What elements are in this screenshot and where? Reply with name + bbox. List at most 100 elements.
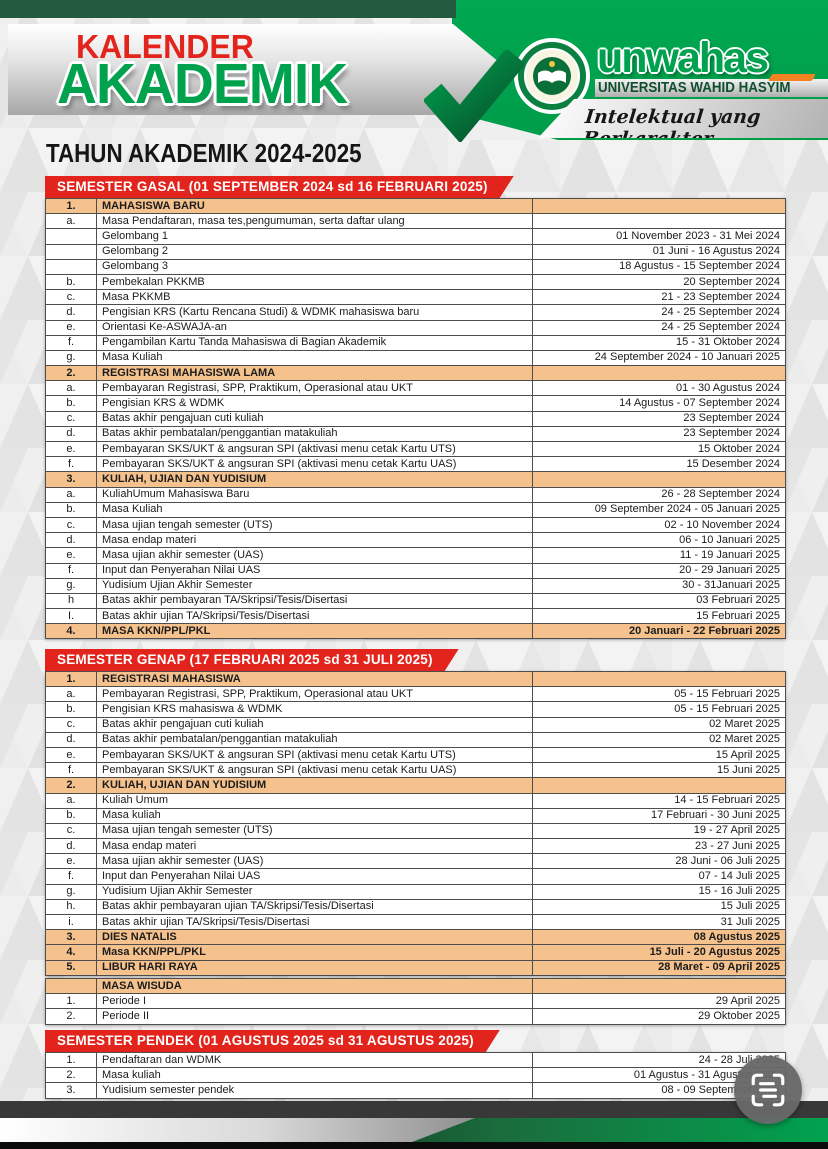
semester-pendek-banner: SEMESTER PENDEK (01 AGUSTUS 2025 sd 31 A… [45,1030,500,1052]
table-row: c. Masa ujian tengah semester (UTS) 19 - 2… [45,822,786,840]
row-label: Masa endap materi [96,532,533,549]
table-row: b. Masa kuliah 17 Februari - 30 Juni 2025 [45,807,786,824]
checkmark-icon [424,50,524,142]
row-date: 15 April 2025 [532,746,786,764]
header-dark-strip [0,0,456,18]
row-label: Batas akhir pembayaran TA/Skripsi/Tesis/… [96,592,533,610]
row-date: 15 Juli 2025 [532,898,786,916]
row-number: d. [45,304,97,321]
table-row: d. Masa endap materi 23 - 27 Juni 2025 [45,838,786,855]
row-number: 3. [45,471,97,488]
row-date: 15 Juli - 20 Agustus 2025 [532,944,786,961]
title-akademik: AKADEMIK [57,52,348,116]
row-date: 14 Agustus - 07 September 2024 [532,395,786,412]
section-semester-gasal: SEMESTER GASAL (01 SEPTEMBER 2024 sd 16 … [45,176,786,640]
row-number: 1. [45,993,97,1010]
table-row: a. Masa Pendaftaran, masa tes,pengumuman,… [45,213,786,230]
row-date [532,197,786,215]
university-name-bar: UNIVERSITAS WAHID HASYIM [595,79,828,97]
section-semester-pendek: SEMESTER PENDEK (01 AGUSTUS 2025 sd 31 A… [45,1030,786,1099]
row-label: Batas akhir pembatalan/penggantian matak… [96,425,533,443]
brand-swoosh [767,74,817,81]
row-label: Yudisium Ujian Akhir Semester [96,883,533,900]
row-number: d. [45,532,97,549]
pendek-rows: 1. Pendaftaran dan WDMK 24 - 28 Juli 2025 2… [45,1051,786,1099]
row-label: Pengisian KRS mahasiswa & WDMK [96,701,533,718]
row-label: Batas akhir pengajuan cuti kuliah [96,716,533,733]
footer-band [0,1118,828,1142]
table-row: Gelombang 3 18 Agustus - 15 September 202… [45,258,786,275]
table-row: b. Pembekalan PKKMB 20 September 2024 [45,273,786,291]
row-number: h [45,592,97,610]
page-subtitle: TAHUN AKADEMIK 2024-2025 [46,138,362,168]
section-masa-wisuda: MASA WISUDA 1. Periode I 29 April 2025 2. Per… [45,977,786,1025]
row-date [532,471,786,488]
row-number: 4. [45,944,97,961]
row-label: DIES NATALIS [96,929,533,946]
row-label: Gelombang 3 [96,258,533,275]
row-label: Batas akhir ujian TA/Skripsi/Tesis/Diser… [96,913,533,931]
row-number: g. [45,577,97,594]
brand-name: unwahas [597,34,769,82]
row-date: 15 Oktober 2024 [532,440,786,458]
unwahas-logo [514,38,590,114]
row-date [532,365,786,382]
row-label: Pembekalan PKKMB [96,273,533,291]
table-row: MASA WISUDA [45,977,786,995]
row-number: f. [45,334,97,351]
row-date: 02 - 10 November 2024 [532,516,786,534]
table-row: 1. Pendaftaran dan WDMK 24 - 28 Juli 2025 [45,1051,786,1069]
row-label: Masa ujian tengah semester (UTS) [96,822,533,840]
row-date [532,670,786,688]
row-number: 1. [45,670,97,688]
row-number [45,243,97,260]
scan-text-button[interactable] [734,1056,802,1124]
table-row: e. Orientasi Ke-ASWAJA-an 24 - 25 Septembe… [45,319,786,336]
row-number: e. [45,746,97,764]
row-number: 5. [45,959,97,976]
table-row: d. Masa endap materi 06 - 10 Januari 2025 [45,532,786,549]
row-label: Masa kuliah [96,807,533,824]
row-date: 23 - 27 Juni 2025 [532,838,786,855]
row-number: d. [45,425,97,443]
row-label: Yudisium semester pendek [96,1082,533,1099]
row-number: c. [45,716,97,733]
row-label: Input dan Penyerahan Nilai UAS [96,562,533,579]
row-label: Masa endap materi [96,838,533,855]
row-number: b. [45,807,97,824]
row-label: Orientasi Ke-ASWAJA-an [96,319,533,336]
row-number: g. [45,349,97,367]
row-date: 23 September 2024 [532,425,786,443]
row-label: Batas akhir ujian TA/Skripsi/Tesis/Diser… [96,608,533,625]
row-label: Pembayaran SKS/UKT & angsuran SPI (aktiv… [96,440,533,458]
table-row: g. Yudisium Ujian Akhir Semester 15 - 16 J… [45,883,786,900]
table-row: h. Batas akhir pembayaran ujian TA/Skrips… [45,898,786,916]
row-label: Masa ujian tengah semester (UTS) [96,516,533,534]
university-name: UNIVERSITAS WAHID HASYIM [598,80,791,96]
row-date: 06 - 10 Januari 2025 [532,532,786,549]
title-kalender: KALENDER [76,28,254,65]
row-date: 29 April 2025 [532,993,786,1010]
row-number: 2. [45,1067,97,1084]
row-date: 11 - 19 Januari 2025 [532,547,786,564]
row-date: 21 - 23 September 2024 [532,289,786,306]
table-row: b. Pengisian KRS mahasiswa & WDMK 05 - 15 … [45,701,786,718]
row-label: REGISTRASI MAHASISWA LAMA [96,365,533,382]
row-number: 2. [45,1008,97,1025]
table-row: Gelombang 1 01 November 2023 - 31 Mei 202… [45,228,786,245]
gasal-rows: 1. MAHASISWA BARU a. Masa Pendaftaran, masa… [45,197,786,640]
row-number: a. [45,486,97,503]
row-label: Pembayaran SKS/UKT & angsuran SPI (aktiv… [96,746,533,764]
semester-pendek-table: 1. Pendaftaran dan WDMK 24 - 28 Juli 2025 2… [45,1051,786,1099]
genap-rows: 1. REGISTRASI MAHASISWA a. Pembayaran Regis… [45,670,786,976]
row-number: 4. [45,623,97,640]
row-number [45,258,97,275]
table-row: b. Pengisian KRS & WDMK 14 Agustus - 07 Se… [45,395,786,412]
table-row: h Batas akhir pembayaran TA/Skripsi/Tesis… [45,592,786,610]
scan-text-icon [751,1073,785,1107]
table-row: f. Pembayaran SKS/UKT & angsuran SPI (akt… [45,762,786,779]
row-number: g. [45,883,97,900]
row-label: Input dan Penyerahan Nilai UAS [96,868,533,885]
row-date [532,777,786,794]
table-row: 1. Periode I 29 April 2025 [45,993,786,1010]
